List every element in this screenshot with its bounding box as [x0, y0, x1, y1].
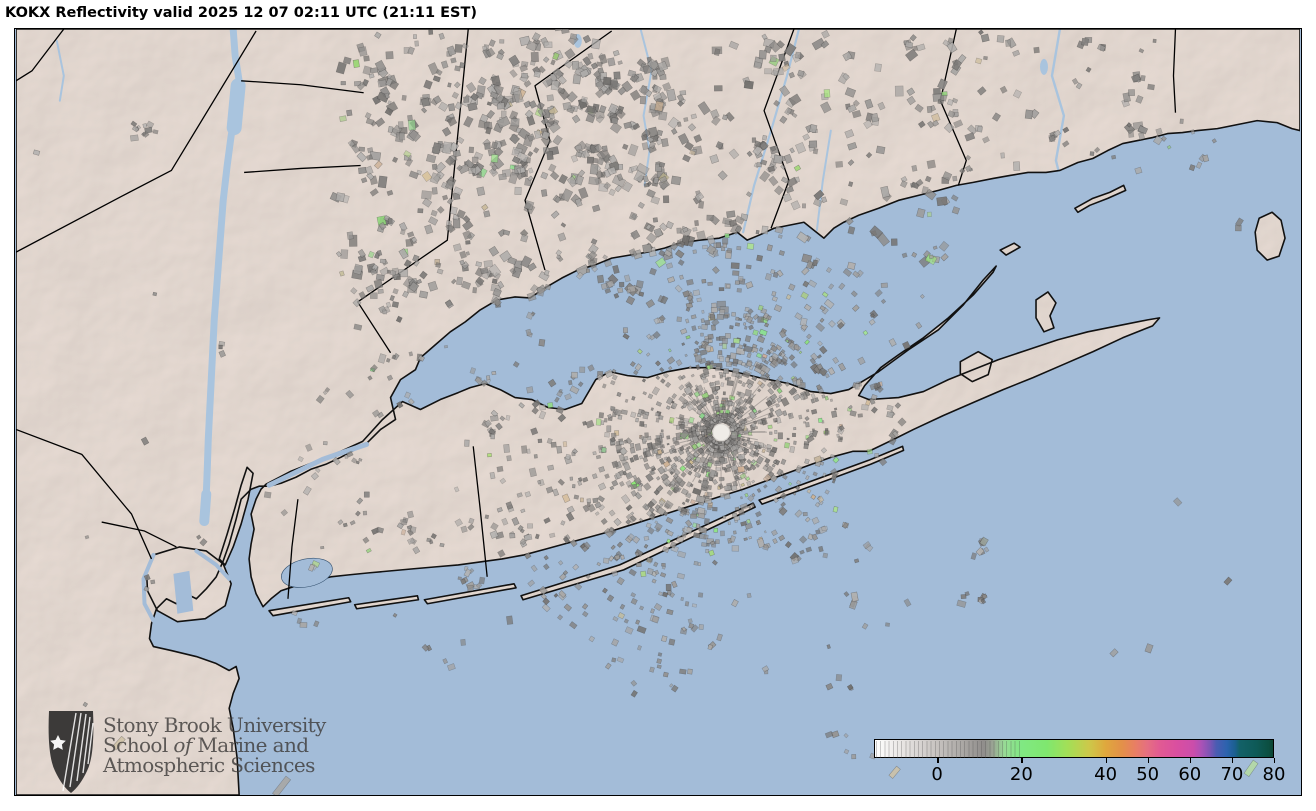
- colorbar-tick-label: 80: [1262, 764, 1286, 785]
- colorbar-tick-label: 50: [1136, 764, 1160, 785]
- colorbar-tick: [1021, 758, 1023, 763]
- map-title: KOKX Reflectivity valid 2025 12 07 02:11…: [5, 5, 478, 21]
- colorbar-tick: [1274, 758, 1276, 763]
- colorbar-tick: [1189, 758, 1192, 763]
- colorbar-tick-label: 0: [931, 764, 943, 785]
- colorbar-discrete-stripes: [876, 741, 1022, 758]
- reflectivity-colorbar: 0 20 40 50 60 70 80: [874, 739, 1285, 785]
- colorbar-tick-label: 60: [1178, 764, 1202, 785]
- colorbar-tick-label: 70: [1220, 764, 1244, 785]
- colorbar-tick: [1147, 758, 1150, 763]
- colorbar-tick: [1105, 758, 1107, 763]
- colorbar-gradient: [874, 739, 1274, 758]
- colorbar-tick-label: 20: [1009, 764, 1033, 785]
- colorbar-tick: [1231, 758, 1234, 763]
- water-channels: [141, 441, 370, 623]
- radar-site-dot: [712, 423, 731, 442]
- map-canvas: [16, 29, 1300, 795]
- radar-clutter-speckles: [32, 29, 1259, 795]
- colorbar-tick: [937, 758, 939, 763]
- radar-map: Stony Brook University School of Marine …: [14, 28, 1302, 796]
- colorbar-tick-label: 40: [1094, 764, 1118, 785]
- water-features: [55, 29, 1066, 527]
